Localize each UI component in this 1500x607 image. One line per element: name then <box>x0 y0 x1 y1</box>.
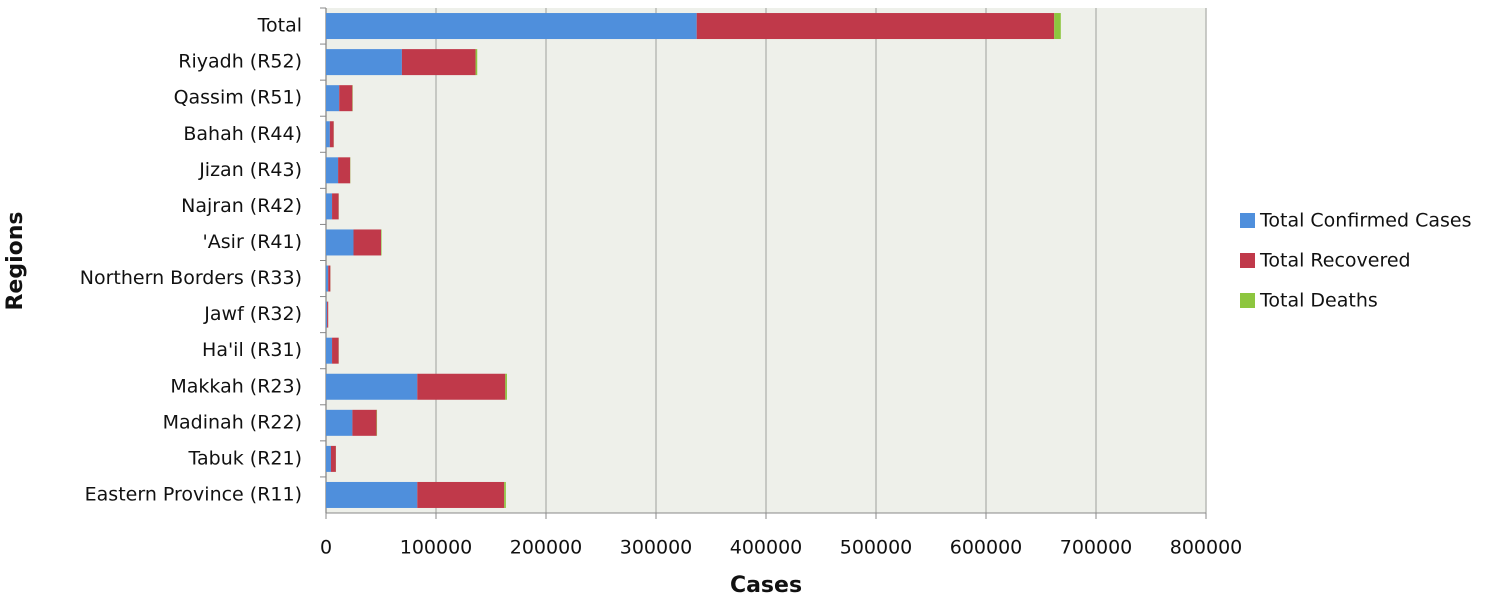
x-tick-label: 100000 <box>400 537 473 559</box>
y-tick-label: Bahah (R44) <box>183 123 302 145</box>
bar-segment <box>326 85 339 111</box>
bar-segment <box>326 229 354 255</box>
y-tick-label: 'Asir (R41) <box>203 231 302 253</box>
bar-segment <box>326 193 332 219</box>
bar-segment <box>1054 13 1061 39</box>
bar-segment <box>504 482 506 508</box>
bar-segment <box>326 374 417 400</box>
bar-segment <box>339 85 352 111</box>
y-tick-label: Eastern Province (R11) <box>85 483 302 505</box>
bar-segment <box>326 482 417 508</box>
bar-segment <box>402 49 476 75</box>
y-tick-label: Total <box>257 15 302 37</box>
bar-segment <box>327 302 328 328</box>
bar-segment <box>326 410 352 436</box>
x-tick-label: 500000 <box>840 537 913 559</box>
x-tick-label: 300000 <box>620 537 693 559</box>
legend-label: Total Recovered <box>1259 250 1411 272</box>
x-tick-label: 800000 <box>1170 537 1243 559</box>
bar-segment <box>332 193 339 219</box>
legend-swatch <box>1240 293 1255 308</box>
y-tick-label: Jizan (R43) <box>198 159 302 181</box>
bar-segment <box>326 157 338 183</box>
legend-label: Total Deaths <box>1259 290 1378 312</box>
y-tick-label: Riyadh (R52) <box>178 51 302 73</box>
bar-segment <box>330 121 334 147</box>
bar-segment <box>476 49 478 75</box>
bar-segment <box>326 446 331 472</box>
bar-segment <box>381 229 382 255</box>
bar-segment <box>417 374 505 400</box>
legend-swatch <box>1240 213 1255 228</box>
bar-segment <box>326 302 327 328</box>
x-axis-title: Cases <box>730 573 802 598</box>
x-tick-label: 0 <box>320 537 332 559</box>
y-axis-title: Regions <box>3 211 28 310</box>
x-tick-label: 200000 <box>510 537 583 559</box>
x-tick-label: 700000 <box>1060 537 1133 559</box>
y-tick-label: Jawf (R32) <box>203 303 302 325</box>
legend-swatch <box>1240 253 1255 268</box>
bar-segment <box>332 338 339 364</box>
bar-segment <box>326 121 330 147</box>
bar-segment <box>354 229 382 255</box>
legend-label: Total Confirmed Cases <box>1259 210 1472 232</box>
y-tick-label: Northern Borders (R33) <box>80 267 302 289</box>
bar-segment <box>326 13 697 39</box>
y-tick-label: Najran (R42) <box>181 195 302 217</box>
bar-segment <box>352 410 376 436</box>
y-tick-label: Makkah (R23) <box>170 375 302 397</box>
y-tick-label: Tabuk (R21) <box>188 447 302 469</box>
x-tick-label: 600000 <box>950 537 1023 559</box>
bar-segment <box>326 266 328 292</box>
bar-segment <box>326 338 332 364</box>
y-tick-label: Ha'il (R31) <box>202 339 302 361</box>
bar-segment <box>417 482 504 508</box>
y-tick-label: Madinah (R22) <box>163 411 302 433</box>
bar-segment <box>328 266 330 292</box>
bar-segment <box>505 374 507 400</box>
bar-segment <box>338 157 350 183</box>
y-tick-label: Qassim (R51) <box>174 87 302 109</box>
bar-segment <box>697 13 1054 39</box>
x-tick-label: 400000 <box>730 537 803 559</box>
bar-segment <box>331 446 336 472</box>
bar-segment <box>326 49 402 75</box>
